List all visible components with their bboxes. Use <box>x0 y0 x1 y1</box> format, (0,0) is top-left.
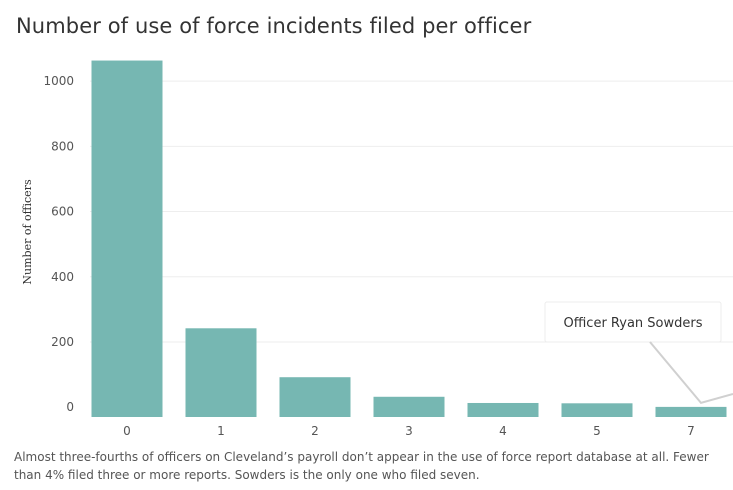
x-tick-label: 3 <box>405 424 413 438</box>
annotation-box <box>544 301 722 343</box>
y-tick-label: 600 <box>51 205 74 219</box>
chart-caption: Almost three-fourths of officers on Clev… <box>14 450 709 482</box>
x-tick-label: 4 <box>499 424 507 438</box>
x-tick-label: 0 <box>123 424 131 438</box>
bar-2 <box>279 377 351 417</box>
y-tick-label: 1000 <box>43 74 74 88</box>
y-axis-ticks: 0 200 400 600 800 1000 <box>43 74 74 414</box>
bars <box>91 60 727 418</box>
bar-5 <box>561 403 633 417</box>
y-tick-label: 800 <box>51 139 74 153</box>
annotation-label: Officer Ryan Sowders <box>564 316 703 331</box>
y-tick-label: 0 <box>66 400 74 414</box>
x-tick-label: 1 <box>217 424 225 438</box>
bar-0 <box>91 60 163 418</box>
bar-1 <box>185 328 257 417</box>
x-tick-label: 2 <box>311 424 319 438</box>
bar-chart: 0 200 400 600 800 1000 0 1 2 3 4 5 7 Number of offi… <box>21 60 733 438</box>
y-tick-label: 400 <box>51 270 74 284</box>
x-axis-ticks: 0 1 2 3 4 5 7 <box>123 424 695 438</box>
bar-4 <box>467 402 539 417</box>
y-tick-label: 200 <box>51 335 74 349</box>
bar-7 <box>655 406 727 417</box>
bar-3 <box>373 396 445 417</box>
annotation: Officer Ryan Sowders <box>544 301 733 405</box>
x-tick-label: 7 <box>687 424 695 438</box>
x-tick-label: 5 <box>593 424 601 438</box>
annotation-connector <box>649 341 733 405</box>
y-axis-label: Number of officers <box>21 179 34 285</box>
chart-title: Number of use of force incidents filed p… <box>16 14 532 38</box>
